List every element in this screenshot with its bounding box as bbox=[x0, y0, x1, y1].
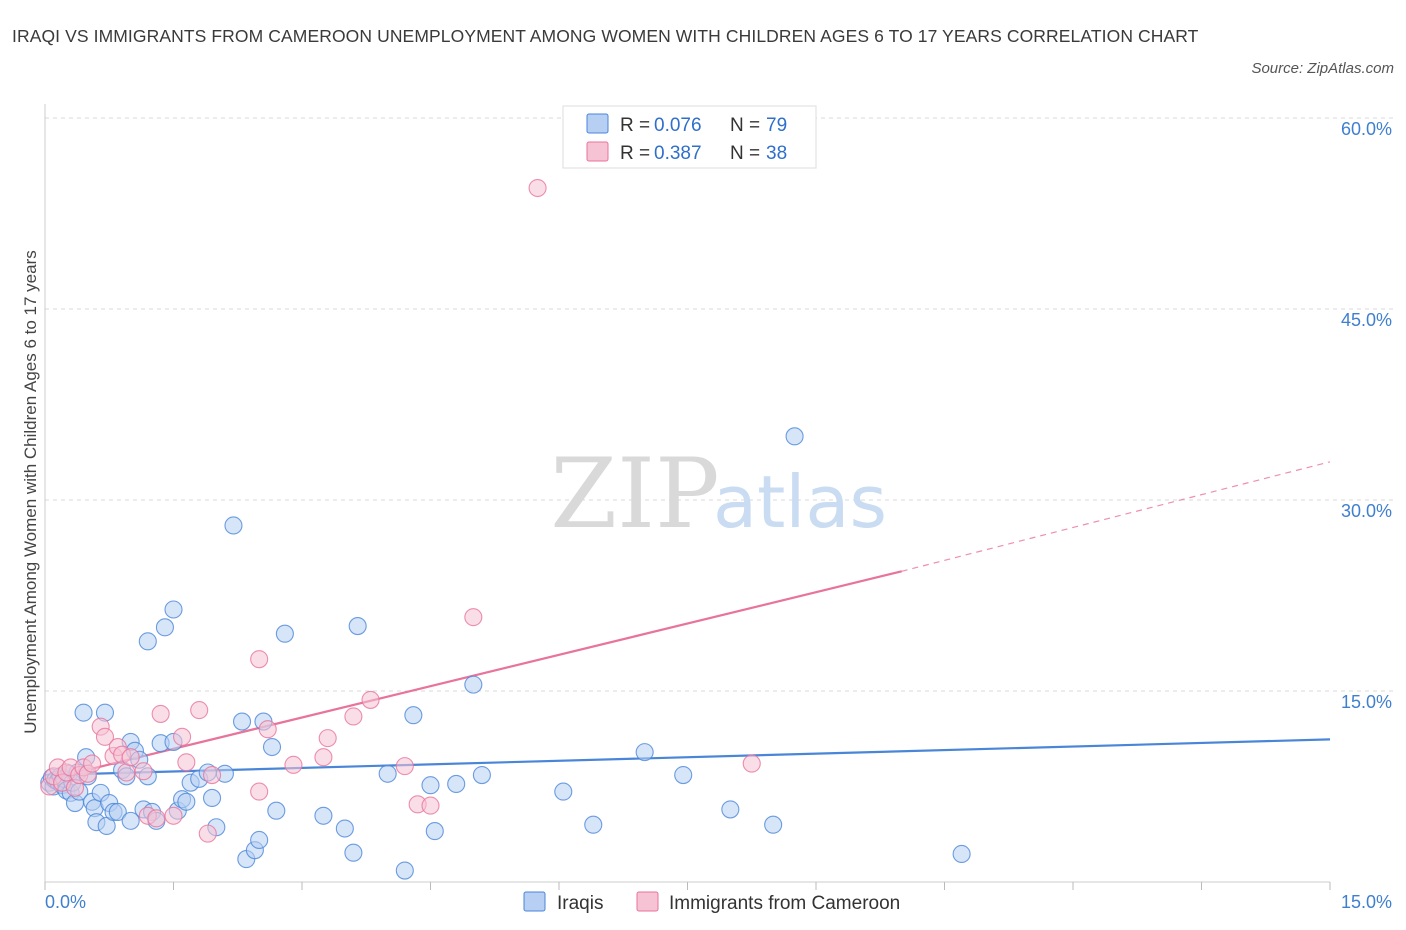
point-iraqis-15 bbox=[74, 703, 93, 722]
point-iraqis-59 bbox=[275, 624, 294, 643]
point-iraqis-52 bbox=[232, 712, 252, 731]
point-iraqis-62 bbox=[344, 843, 363, 862]
data-points bbox=[40, 178, 971, 880]
point-iraqis-77 bbox=[764, 815, 783, 834]
point-iraqis-55 bbox=[250, 830, 269, 850]
legend-n-value-iraqis: 79 bbox=[766, 115, 787, 136]
point-cameroon-36 bbox=[395, 757, 414, 776]
point-iraqis-78 bbox=[785, 427, 804, 446]
point-cameroon-34 bbox=[344, 707, 363, 726]
point-cameroon-25 bbox=[190, 701, 209, 720]
point-cameroon-18 bbox=[134, 762, 153, 781]
point-cameroon-22 bbox=[164, 806, 183, 825]
y-tick-label-60: 60.0% bbox=[1341, 119, 1392, 139]
y-tick-label-30: 30.0% bbox=[1341, 501, 1392, 521]
point-cameroon-24 bbox=[177, 753, 196, 772]
point-iraqis-74 bbox=[635, 743, 654, 762]
point-cameroon-29 bbox=[250, 782, 269, 801]
x-tick-label-min: 0.0% bbox=[45, 892, 86, 912]
point-iraqis-61 bbox=[335, 819, 354, 838]
y-tick-label-15: 15.0% bbox=[1341, 692, 1392, 712]
point-iraqis-44 bbox=[177, 792, 196, 811]
legend-r-value-iraqis: 0.076 bbox=[654, 115, 702, 136]
point-iraqis-39 bbox=[138, 632, 157, 651]
y-tick-label-45: 45.0% bbox=[1341, 310, 1392, 330]
point-iraqis-71 bbox=[472, 765, 491, 785]
point-iraqis-63 bbox=[348, 617, 367, 636]
bottom-legend-label-iraqis: Iraqis bbox=[557, 893, 603, 914]
x-tick-label-max: 15.0% bbox=[1341, 892, 1392, 912]
point-iraqis-26 bbox=[108, 802, 127, 822]
point-cameroon-31 bbox=[284, 755, 303, 774]
point-cameroon-41 bbox=[742, 754, 761, 773]
point-iraqis-68 bbox=[425, 822, 444, 841]
point-cameroon-16 bbox=[117, 763, 136, 782]
point-iraqis-35 bbox=[121, 811, 140, 830]
watermark-zip: ZIP bbox=[550, 438, 719, 550]
point-iraqis-75 bbox=[674, 765, 693, 785]
point-iraqis-60 bbox=[314, 806, 333, 825]
point-iraqis-66 bbox=[404, 706, 423, 725]
point-cameroon-23 bbox=[173, 727, 192, 746]
point-iraqis-70 bbox=[464, 675, 483, 694]
trend-line-iraqis bbox=[44, 738, 1331, 777]
legend-n-value-cameroon: 38 bbox=[766, 143, 787, 164]
point-cameroon-39 bbox=[464, 608, 483, 627]
correlation-legend: R = 0.076 N = 79 R = 0.387 N = 38 bbox=[562, 105, 817, 169]
watermark-atlas: atlas bbox=[713, 460, 887, 544]
point-cameroon-30 bbox=[258, 720, 277, 739]
axes bbox=[44, 104, 1331, 890]
point-iraqis-57 bbox=[262, 737, 282, 757]
point-cameroon-35 bbox=[361, 690, 380, 709]
bottom-legend-swatch-iraqis bbox=[523, 891, 546, 912]
y-tick-labels: 15.0% 30.0% 45.0% 60.0% bbox=[1341, 119, 1392, 712]
legend-swatch-cameroon bbox=[586, 141, 609, 162]
point-cameroon-21 bbox=[151, 704, 170, 723]
legend-swatch-iraqis bbox=[586, 113, 609, 134]
point-iraqis-64 bbox=[378, 764, 397, 783]
grid bbox=[45, 117, 1395, 692]
point-iraqis-73 bbox=[584, 815, 603, 834]
point-cameroon-12 bbox=[95, 727, 115, 746]
point-iraqis-38 bbox=[155, 618, 174, 637]
point-cameroon-28 bbox=[250, 650, 269, 669]
bottom-legend-swatch-cameroon bbox=[636, 891, 659, 912]
point-cameroon-33 bbox=[318, 729, 337, 748]
point-cameroon-32 bbox=[314, 748, 333, 767]
point-cameroon-27 bbox=[203, 765, 222, 785]
point-cameroon-20 bbox=[147, 809, 166, 828]
legend-n-label: N = bbox=[730, 115, 760, 136]
point-iraqis-69 bbox=[447, 774, 466, 794]
point-cameroon-26 bbox=[198, 824, 217, 843]
point-iraqis-76 bbox=[721, 800, 740, 819]
legend-r-value-cameroon: 0.387 bbox=[654, 143, 702, 164]
point-iraqis-79 bbox=[952, 844, 971, 864]
point-cameroon-40 bbox=[528, 178, 547, 198]
point-iraqis-51 bbox=[224, 516, 243, 535]
point-cameroon-10 bbox=[83, 754, 102, 773]
y-axis-label: Unemployment Among Women with Children A… bbox=[21, 250, 40, 734]
point-iraqis-67 bbox=[421, 776, 440, 795]
legend-r-label-2: R = bbox=[620, 143, 650, 164]
chart-title: IRAQI VS IMMIGRANTS FROM CAMEROON UNEMPL… bbox=[12, 26, 1199, 46]
point-cameroon-17 bbox=[121, 748, 140, 767]
legend-n-label-2: N = bbox=[730, 143, 760, 164]
point-iraqis-48 bbox=[203, 788, 222, 808]
point-iraqis-72 bbox=[554, 782, 573, 801]
legend-r-label: R = bbox=[620, 115, 650, 136]
point-iraqis-65 bbox=[395, 861, 414, 880]
source-note: Source: ZipAtlas.com bbox=[1251, 60, 1394, 77]
point-iraqis-40 bbox=[164, 600, 183, 619]
series-legend: Iraqis Immigrants from Cameroon bbox=[523, 891, 900, 914]
point-cameroon-38 bbox=[421, 796, 440, 815]
svg-text:R =: R = bbox=[620, 115, 650, 136]
trend-line-extension-cameroon bbox=[901, 461, 1331, 572]
point-iraqis-58 bbox=[267, 801, 286, 820]
bottom-legend-label-cameroon: Immigrants from Cameroon bbox=[669, 893, 900, 914]
